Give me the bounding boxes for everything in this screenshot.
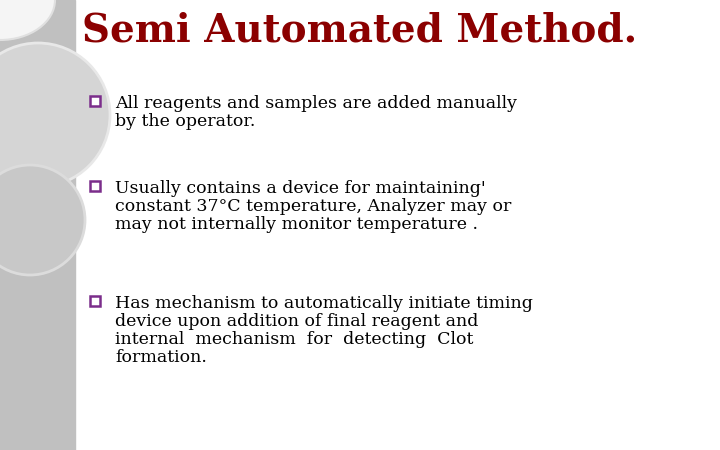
- Text: formation.: formation.: [115, 349, 207, 366]
- FancyBboxPatch shape: [90, 96, 100, 106]
- Text: Usually contains a device for maintaining': Usually contains a device for maintainin…: [115, 180, 486, 197]
- Ellipse shape: [0, 0, 55, 40]
- FancyBboxPatch shape: [90, 296, 100, 306]
- Text: device upon addition of final reagent and: device upon addition of final reagent an…: [115, 313, 478, 330]
- Text: constant 37°C temperature, Analyzer may or: constant 37°C temperature, Analyzer may …: [115, 198, 511, 215]
- Text: may not internally monitor temperature .: may not internally monitor temperature .: [115, 216, 478, 233]
- Bar: [0, 0, 75, 450]
- Circle shape: [0, 165, 85, 275]
- Text: Has mechanism to automatically initiate timing: Has mechanism to automatically initiate …: [115, 295, 533, 312]
- Text: by the operator.: by the operator.: [115, 113, 256, 130]
- Text: internal  mechanism  for  detecting  Clot: internal mechanism for detecting Clot: [115, 331, 473, 348]
- Text: All reagents and samples are added manually: All reagents and samples are added manua…: [115, 95, 517, 112]
- FancyBboxPatch shape: [90, 181, 100, 191]
- Circle shape: [0, 43, 110, 187]
- Text: Semi Automated Method.: Semi Automated Method.: [82, 12, 637, 50]
